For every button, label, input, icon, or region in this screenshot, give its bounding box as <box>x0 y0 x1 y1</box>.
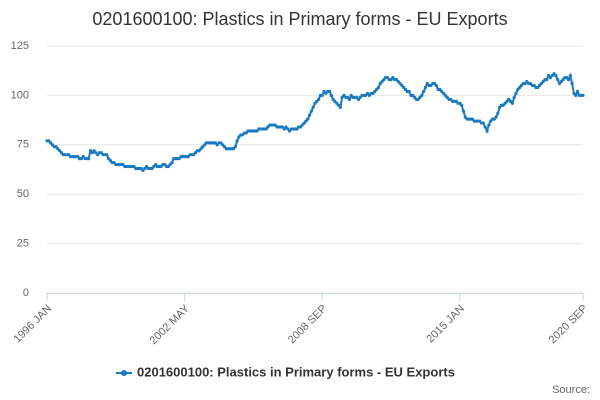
point <box>235 139 239 143</box>
point <box>105 153 109 157</box>
point <box>554 74 558 78</box>
point <box>496 111 500 115</box>
point <box>483 125 487 129</box>
point <box>307 113 312 117</box>
point <box>545 77 549 82</box>
x-tick-label: 2002 MAY <box>148 302 193 347</box>
point <box>233 145 237 149</box>
legend-label: 0201600100: Plastics in Primary forms - … <box>137 364 455 379</box>
point <box>407 89 411 94</box>
point <box>461 109 466 113</box>
point <box>338 105 342 109</box>
y-tick-label: 125 <box>11 40 29 52</box>
point <box>309 109 313 113</box>
point <box>481 121 486 125</box>
point <box>87 157 91 161</box>
point <box>327 89 332 94</box>
legend: 0201600100: Plastics in Primary forms - … <box>116 364 455 379</box>
point <box>494 115 498 119</box>
point <box>460 103 464 107</box>
source: Source: <box>552 384 590 396</box>
point <box>512 95 516 99</box>
point <box>170 160 174 165</box>
x-tick-label: 1996 JAN <box>12 303 55 346</box>
point <box>376 85 380 90</box>
point <box>420 93 424 97</box>
point <box>422 89 426 94</box>
point <box>485 129 489 133</box>
point <box>575 89 580 94</box>
x-tick-label: 2008 SEP <box>286 303 330 347</box>
y-tick-label: 0 <box>23 287 29 299</box>
x-tick-label: 2020 SEP <box>547 303 591 347</box>
point <box>317 97 321 101</box>
legend-marker <box>121 370 127 376</box>
point <box>570 81 574 86</box>
point <box>423 85 428 90</box>
y-tick-label: 50 <box>17 188 29 200</box>
x-tick-label: 2015 JAN <box>424 303 467 346</box>
point <box>510 101 514 105</box>
y-tick-label: 25 <box>17 238 29 250</box>
point <box>320 93 324 97</box>
point <box>329 93 333 97</box>
point <box>514 91 518 96</box>
point <box>574 93 578 97</box>
point <box>487 123 491 127</box>
point <box>568 74 572 78</box>
point <box>566 77 571 82</box>
point <box>347 97 352 101</box>
line <box>47 72 583 172</box>
chart-title: 0201600100: Plastics in Primary forms - … <box>92 9 507 29</box>
y-tick-label: 75 <box>17 139 29 151</box>
y-tick-label: 100 <box>11 89 29 101</box>
point <box>306 117 310 121</box>
point <box>434 83 438 88</box>
point <box>311 105 315 109</box>
point <box>556 77 560 82</box>
point <box>581 93 585 97</box>
